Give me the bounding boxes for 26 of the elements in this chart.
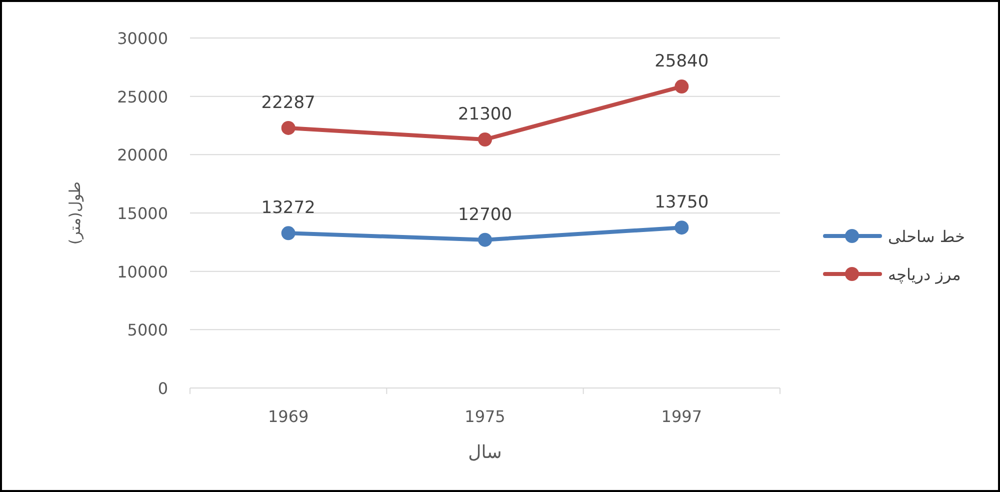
x-tick-label: 1969 bbox=[268, 407, 309, 426]
legend-label: خط ساحلی bbox=[888, 227, 965, 246]
y-tick-label: 5000 bbox=[127, 320, 168, 340]
y-tick-label: 10000 bbox=[117, 262, 168, 282]
x-tick-label: 1975 bbox=[464, 407, 506, 426]
point bbox=[478, 132, 492, 146]
y-tick-label: 15000 bbox=[117, 204, 168, 223]
point bbox=[281, 120, 296, 135]
point bbox=[674, 220, 689, 235]
point bbox=[281, 226, 296, 240]
data-label: 13272 bbox=[261, 198, 316, 218]
y-tick-label: 20000 bbox=[117, 146, 168, 165]
y-axis-title: طول(متر) bbox=[66, 181, 84, 245]
data-label: 21300 bbox=[458, 104, 512, 124]
data-label: 25840 bbox=[654, 52, 709, 72]
legend-label: مرز دریاچه bbox=[888, 265, 961, 284]
y-tick-label: 0 bbox=[158, 379, 168, 398]
x-tick-label: 1997 bbox=[661, 407, 702, 426]
y-tick-label: 25000 bbox=[117, 87, 168, 106]
y-tick-label: 30000 bbox=[117, 29, 168, 48]
point bbox=[674, 80, 689, 94]
data-label: 12700 bbox=[458, 204, 512, 225]
x-axis-title: سال bbox=[468, 442, 502, 463]
data-label: 13750 bbox=[654, 192, 709, 213]
point bbox=[478, 232, 492, 247]
data-label: 22287 bbox=[261, 92, 316, 113]
